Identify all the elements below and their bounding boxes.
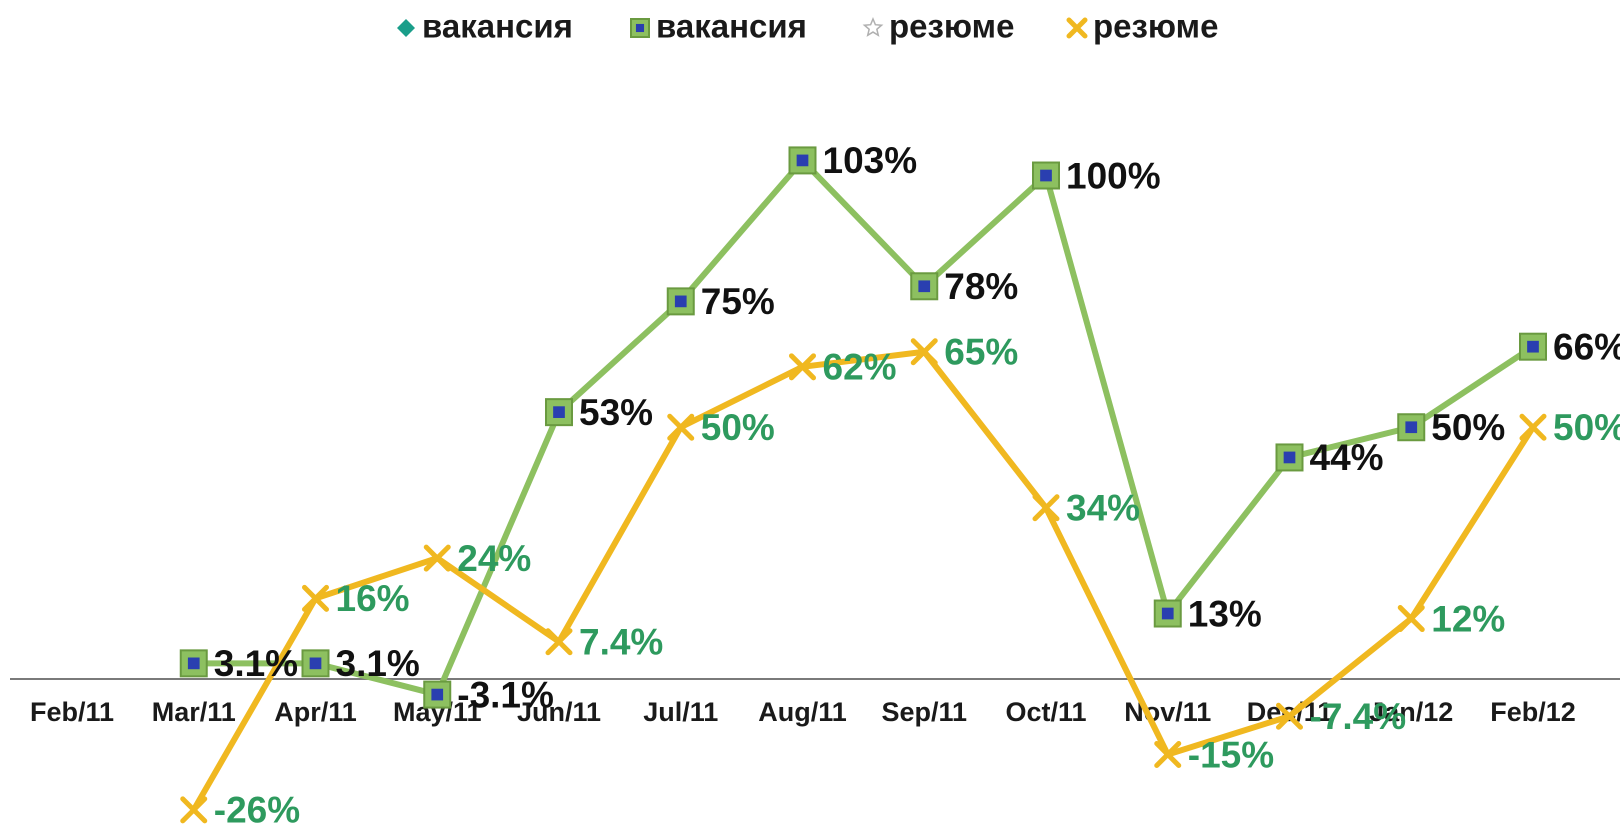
legend-label: вакансия bbox=[656, 8, 807, 45]
data-label: 3.1% bbox=[214, 643, 298, 684]
data-label: 7.4% bbox=[579, 621, 663, 662]
marker-inner bbox=[1161, 607, 1174, 620]
marker-inner bbox=[918, 280, 931, 293]
point bbox=[545, 628, 573, 656]
point bbox=[423, 544, 451, 572]
x-tick-label: Jan/12 bbox=[1369, 697, 1453, 727]
point bbox=[1276, 702, 1303, 730]
point bbox=[179, 649, 208, 678]
data-label: 44% bbox=[1310, 437, 1384, 478]
data-label: 78% bbox=[944, 266, 1018, 307]
point bbox=[302, 584, 329, 612]
marker-inner bbox=[796, 154, 809, 167]
point bbox=[1397, 605, 1425, 633]
data-label: -7.4% bbox=[1310, 696, 1407, 737]
point bbox=[1032, 494, 1060, 522]
x-tick-label: Feb/12 bbox=[1490, 697, 1576, 727]
point bbox=[1275, 443, 1304, 472]
data-label: -15% bbox=[1188, 734, 1274, 775]
legend-label: вакансия bbox=[422, 8, 573, 45]
point bbox=[545, 398, 573, 427]
point bbox=[1519, 332, 1547, 361]
point bbox=[423, 680, 452, 709]
data-label: 53% bbox=[579, 392, 653, 433]
x-tick-label: Jun/11 bbox=[517, 697, 601, 727]
data-label: 13% bbox=[1188, 593, 1262, 634]
data-label: 24% bbox=[457, 538, 531, 579]
data-label: 12% bbox=[1431, 598, 1505, 639]
point bbox=[1519, 413, 1547, 441]
x-tick-label: Aug/11 bbox=[758, 697, 847, 727]
point bbox=[910, 338, 938, 366]
data-label: 16% bbox=[336, 578, 410, 619]
legend-label: резюме bbox=[1093, 8, 1218, 45]
data-label: -26% bbox=[214, 790, 300, 830]
point bbox=[910, 272, 939, 301]
x-tick-label: Sep/11 bbox=[881, 697, 967, 727]
x-tick-label: Feb/11 bbox=[30, 697, 114, 727]
marker-inner bbox=[309, 657, 322, 670]
data-label: 65% bbox=[944, 332, 1018, 373]
point bbox=[180, 796, 208, 824]
x-tick-label: Oct/11 bbox=[1005, 697, 1086, 727]
point bbox=[862, 17, 884, 37]
point bbox=[1154, 740, 1182, 768]
data-label: 50% bbox=[1553, 407, 1620, 448]
data-label: 3.1% bbox=[336, 643, 420, 684]
x-tick-label: Mar/11 bbox=[152, 697, 236, 727]
x-tick-label: Nov/11 bbox=[1124, 697, 1211, 727]
marker-inner bbox=[187, 657, 200, 670]
marker-inner bbox=[553, 406, 565, 418]
x-tick-label: Apr/11 bbox=[274, 697, 357, 727]
data-label: 50% bbox=[701, 407, 775, 448]
series-line bbox=[193, 157, 1535, 698]
point bbox=[397, 19, 415, 37]
point bbox=[1032, 161, 1060, 190]
series-line bbox=[191, 348, 1536, 812]
data-label: 62% bbox=[823, 347, 897, 388]
data-label: 34% bbox=[1066, 488, 1140, 529]
marker-inner bbox=[1283, 451, 1296, 464]
marker-inner bbox=[431, 688, 444, 701]
point bbox=[667, 413, 695, 441]
legend-label: резюме bbox=[889, 8, 1014, 45]
marker-inner bbox=[674, 295, 687, 308]
data-label: 75% bbox=[701, 281, 775, 322]
marker-outer bbox=[910, 272, 939, 301]
point bbox=[666, 287, 695, 316]
data-label: -3.1% bbox=[457, 674, 554, 715]
data-label: 103% bbox=[823, 140, 918, 181]
point bbox=[630, 18, 650, 38]
point bbox=[1397, 413, 1426, 442]
x-tick-label: Jul/11 bbox=[643, 697, 718, 727]
data-label: 50% bbox=[1431, 407, 1505, 448]
marker-inner bbox=[635, 23, 645, 33]
point bbox=[1153, 599, 1182, 628]
data-label: 100% bbox=[1066, 155, 1161, 196]
point bbox=[301, 649, 330, 678]
marker-inner bbox=[1040, 169, 1052, 182]
point bbox=[1066, 17, 1088, 39]
point bbox=[788, 146, 817, 175]
data-label: 66% bbox=[1553, 326, 1620, 367]
marker-inner bbox=[1527, 340, 1539, 353]
marker-inner bbox=[1405, 421, 1418, 434]
point bbox=[789, 353, 816, 381]
